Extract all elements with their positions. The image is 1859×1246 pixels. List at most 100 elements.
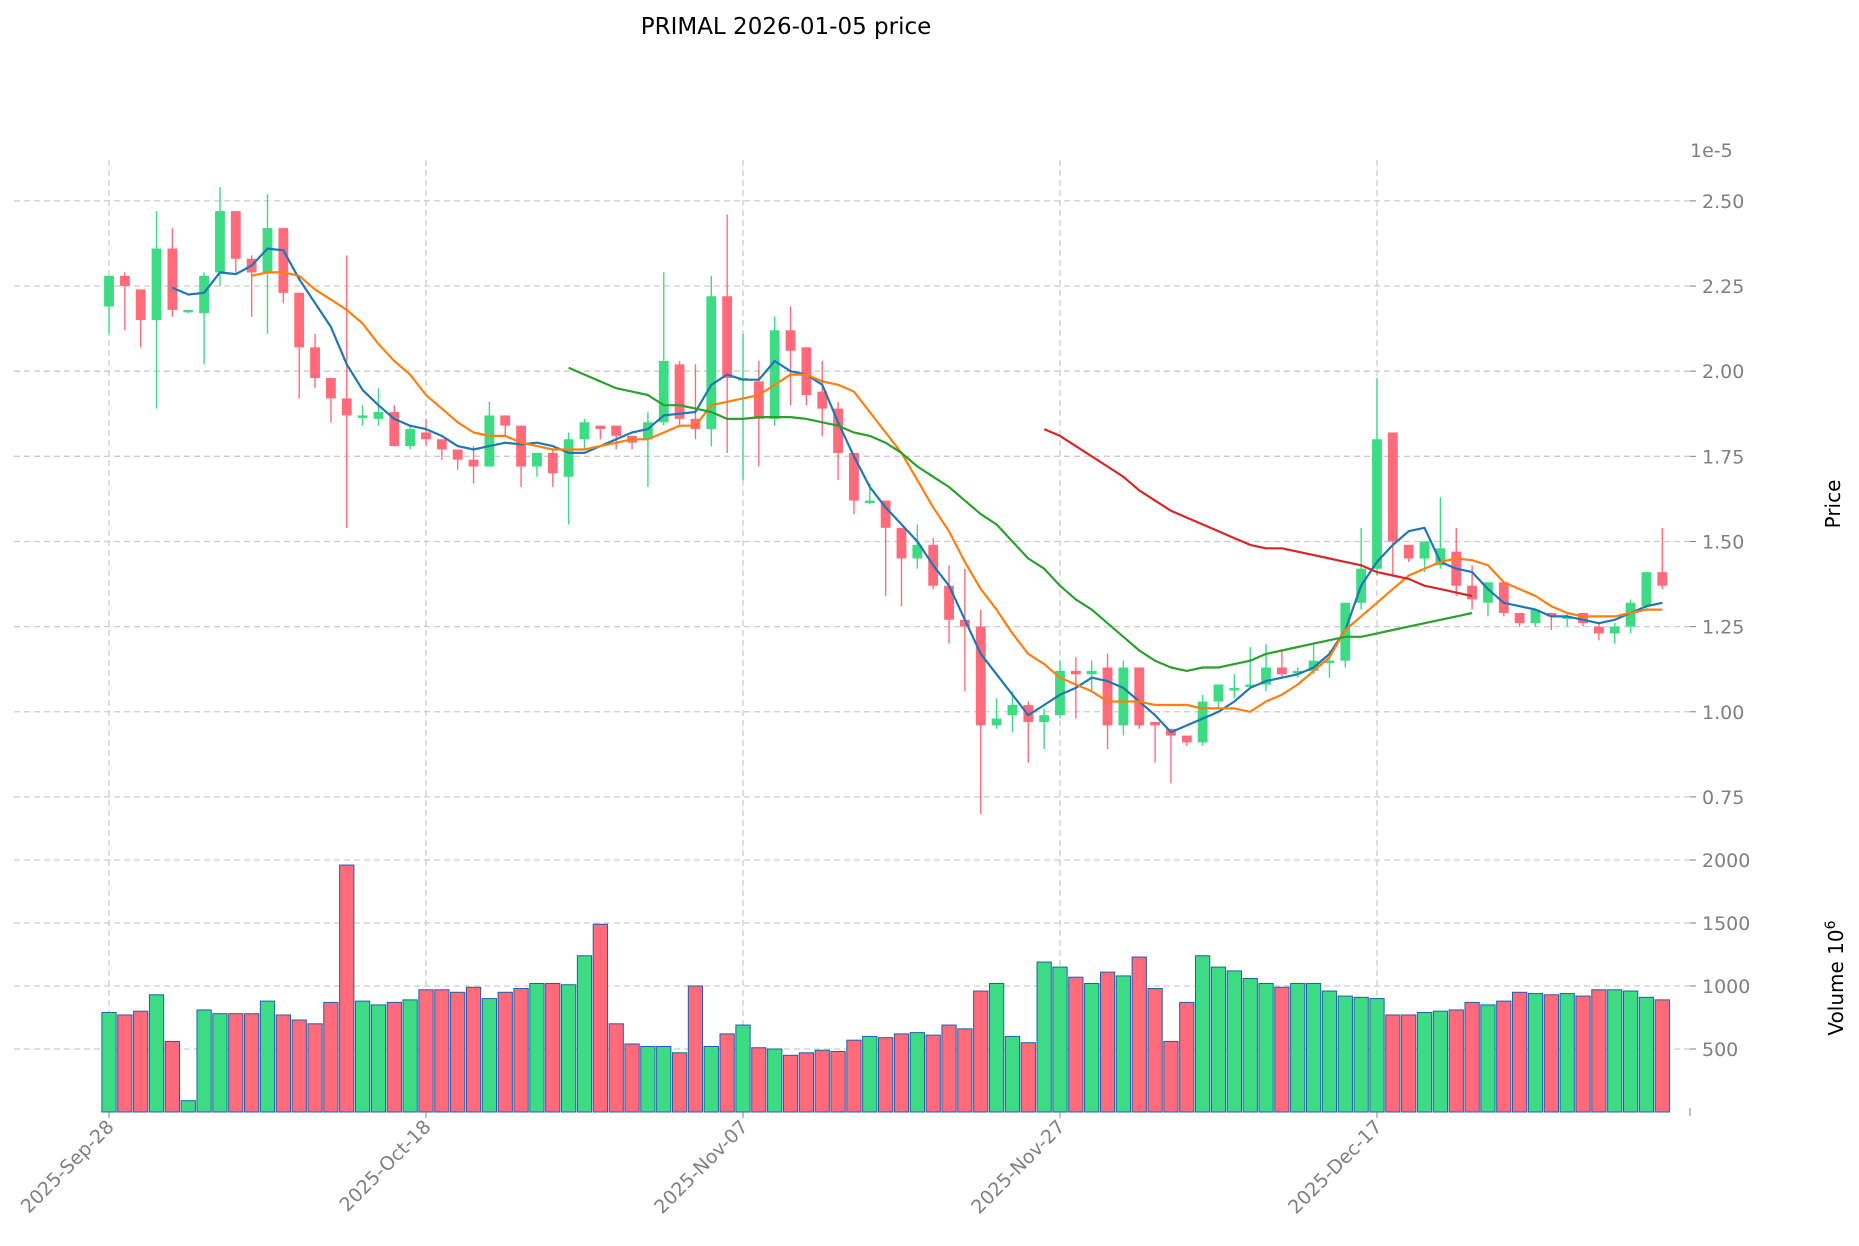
candle-body [167,248,178,310]
volume-bar [988,982,1005,1113]
volume-bar [878,1037,894,1113]
candle-body [1625,602,1636,627]
volume-bar [1147,988,1163,1113]
candle [516,425,527,487]
volume-axis-title-exponent: 6 [1823,920,1839,929]
candle-body [833,408,844,453]
volume-bar [259,1000,276,1113]
candle [1435,497,1446,569]
candle-body [119,275,130,287]
volume-bar [1004,1035,1021,1113]
candle [405,425,416,450]
volume-bar [148,994,165,1113]
price-tick-label: 1.00 [1702,702,1744,724]
candle-body [230,211,241,259]
date-tick-label: 2025-Oct-18 [335,1116,435,1216]
candle [484,401,495,467]
candle-body [405,429,416,447]
candle [1657,527,1668,590]
candle-body [1530,609,1541,624]
price-tick-label: 1.75 [1702,446,1744,468]
candle-body [262,228,273,273]
volume-bar [228,1013,244,1113]
price-tick-label: 2.25 [1702,276,1744,298]
candle [690,364,701,440]
candle [1641,572,1652,610]
volume-bar [798,1052,815,1113]
candle [452,449,463,470]
volume-bar [1369,998,1385,1113]
candle-body [1372,439,1382,569]
price-tick-label: 1.25 [1702,617,1744,639]
candle [579,418,590,450]
volume-bar [814,1049,830,1113]
candle-body [975,626,986,726]
candle-body [183,309,194,313]
volume-bar [529,982,545,1113]
candle-body [1609,626,1620,634]
volume-bar [164,1040,181,1113]
volume-bar [117,1014,133,1113]
volume-bar [1527,993,1544,1113]
candle-body [199,275,210,314]
volume-bar [133,1010,149,1113]
candle-body [1261,667,1271,685]
volume-bar [1195,955,1211,1113]
date-tick-label: 2025-Dec-17 [1284,1116,1387,1219]
candle-body [516,425,527,467]
volume-bar [1543,994,1559,1113]
candle-body [1324,660,1335,664]
volume-bar [671,1052,688,1113]
volume-bar [1084,982,1100,1113]
candle-body [547,452,558,474]
candle [975,609,986,814]
volume-bar [1068,976,1084,1113]
volume-bar [592,923,608,1113]
candle-body [674,364,685,419]
candle-body [1213,684,1224,702]
candle [1134,667,1145,729]
volume-bar [830,1051,846,1113]
candles [104,187,1668,814]
candle [658,272,669,426]
volume-bar [1638,996,1655,1113]
candle-body [1181,735,1192,743]
volume-bar [893,1033,910,1113]
volume-tick-label: 1000 [1702,976,1750,998]
volume-axis-title-text: Volume 10 [1824,929,1848,1035]
candle-body [1641,572,1652,607]
ma_longest-line [1043,428,1473,598]
volume-bar [624,1043,640,1113]
candle [706,275,717,447]
candle-body [1593,626,1604,634]
candle [1530,609,1541,627]
candle-body [1657,572,1668,586]
moving-average-lines [171,247,1663,734]
candle-body [1387,432,1398,542]
candle-body [215,211,225,273]
candle-body [325,377,336,399]
x-grid [108,160,1378,1112]
volume-bar [1163,1040,1179,1113]
candle [1308,643,1319,675]
candle-body [1419,541,1430,559]
candle [674,360,685,426]
candle [468,446,479,484]
candle [627,435,637,450]
volume-tick-label: 2000 [1702,850,1750,872]
candle-body [151,248,162,321]
volume-bar [767,1048,783,1113]
candle-body [1039,715,1050,722]
candle [294,292,305,399]
candle [912,524,923,569]
volume-bar [402,999,418,1113]
candle-body [1292,670,1303,674]
volume-bar [1305,982,1322,1113]
candle [611,425,622,450]
volume-bar [1099,971,1116,1113]
candle-body [468,459,479,467]
candle-body [1102,667,1113,726]
candle [547,449,558,487]
candle-body [706,296,717,430]
price-axis-title: Price [1821,480,1845,529]
